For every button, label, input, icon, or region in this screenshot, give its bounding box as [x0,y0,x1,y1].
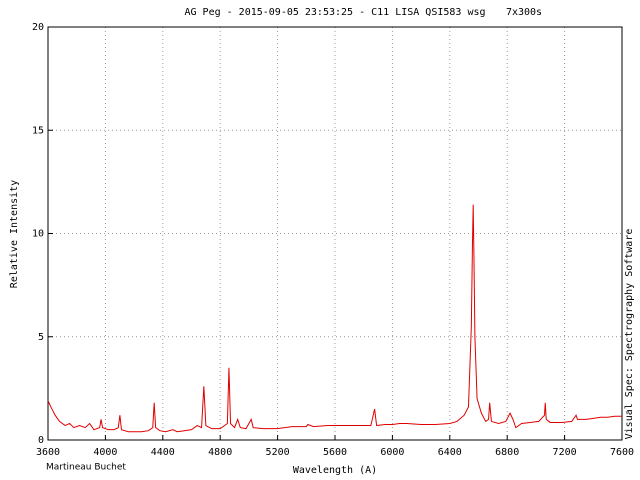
x-tick-label: 6800 [495,447,519,458]
y-axis-label: Relative Intensity [9,180,20,288]
y-tick-label: 10 [32,229,44,240]
x-tick-label: 3600 [36,447,60,458]
x-tick-label: 5600 [323,447,347,458]
x-tick-label: 5200 [266,447,290,458]
y-tick-label: 5 [38,332,44,343]
spectrum-line [47,204,622,433]
x-tick-label: 6000 [380,447,404,458]
software-note: Visual Spec: Spectrography Software [624,229,635,440]
chart-title: AG Peg - 2015-09-05 23:53:25 - C11 LISA … [184,7,485,18]
chart-subtitle: 7x300s [506,7,542,18]
x-tick-label: 4000 [93,447,117,458]
y-tick-label: 20 [32,22,44,33]
x-tick-label: 7600 [610,447,634,458]
x-tick-label: 4400 [151,447,175,458]
author: Martineau Buchet [46,463,126,473]
x-axis-label: Wavelength (A) [293,465,377,476]
plot-frame [47,26,623,441]
x-tick-label: 4800 [208,447,232,458]
y-tick-label: 0 [38,435,44,446]
y-tick-label: 15 [32,125,44,136]
x-tick-label: 6400 [438,447,462,458]
x-tick-label: 7200 [553,447,577,458]
